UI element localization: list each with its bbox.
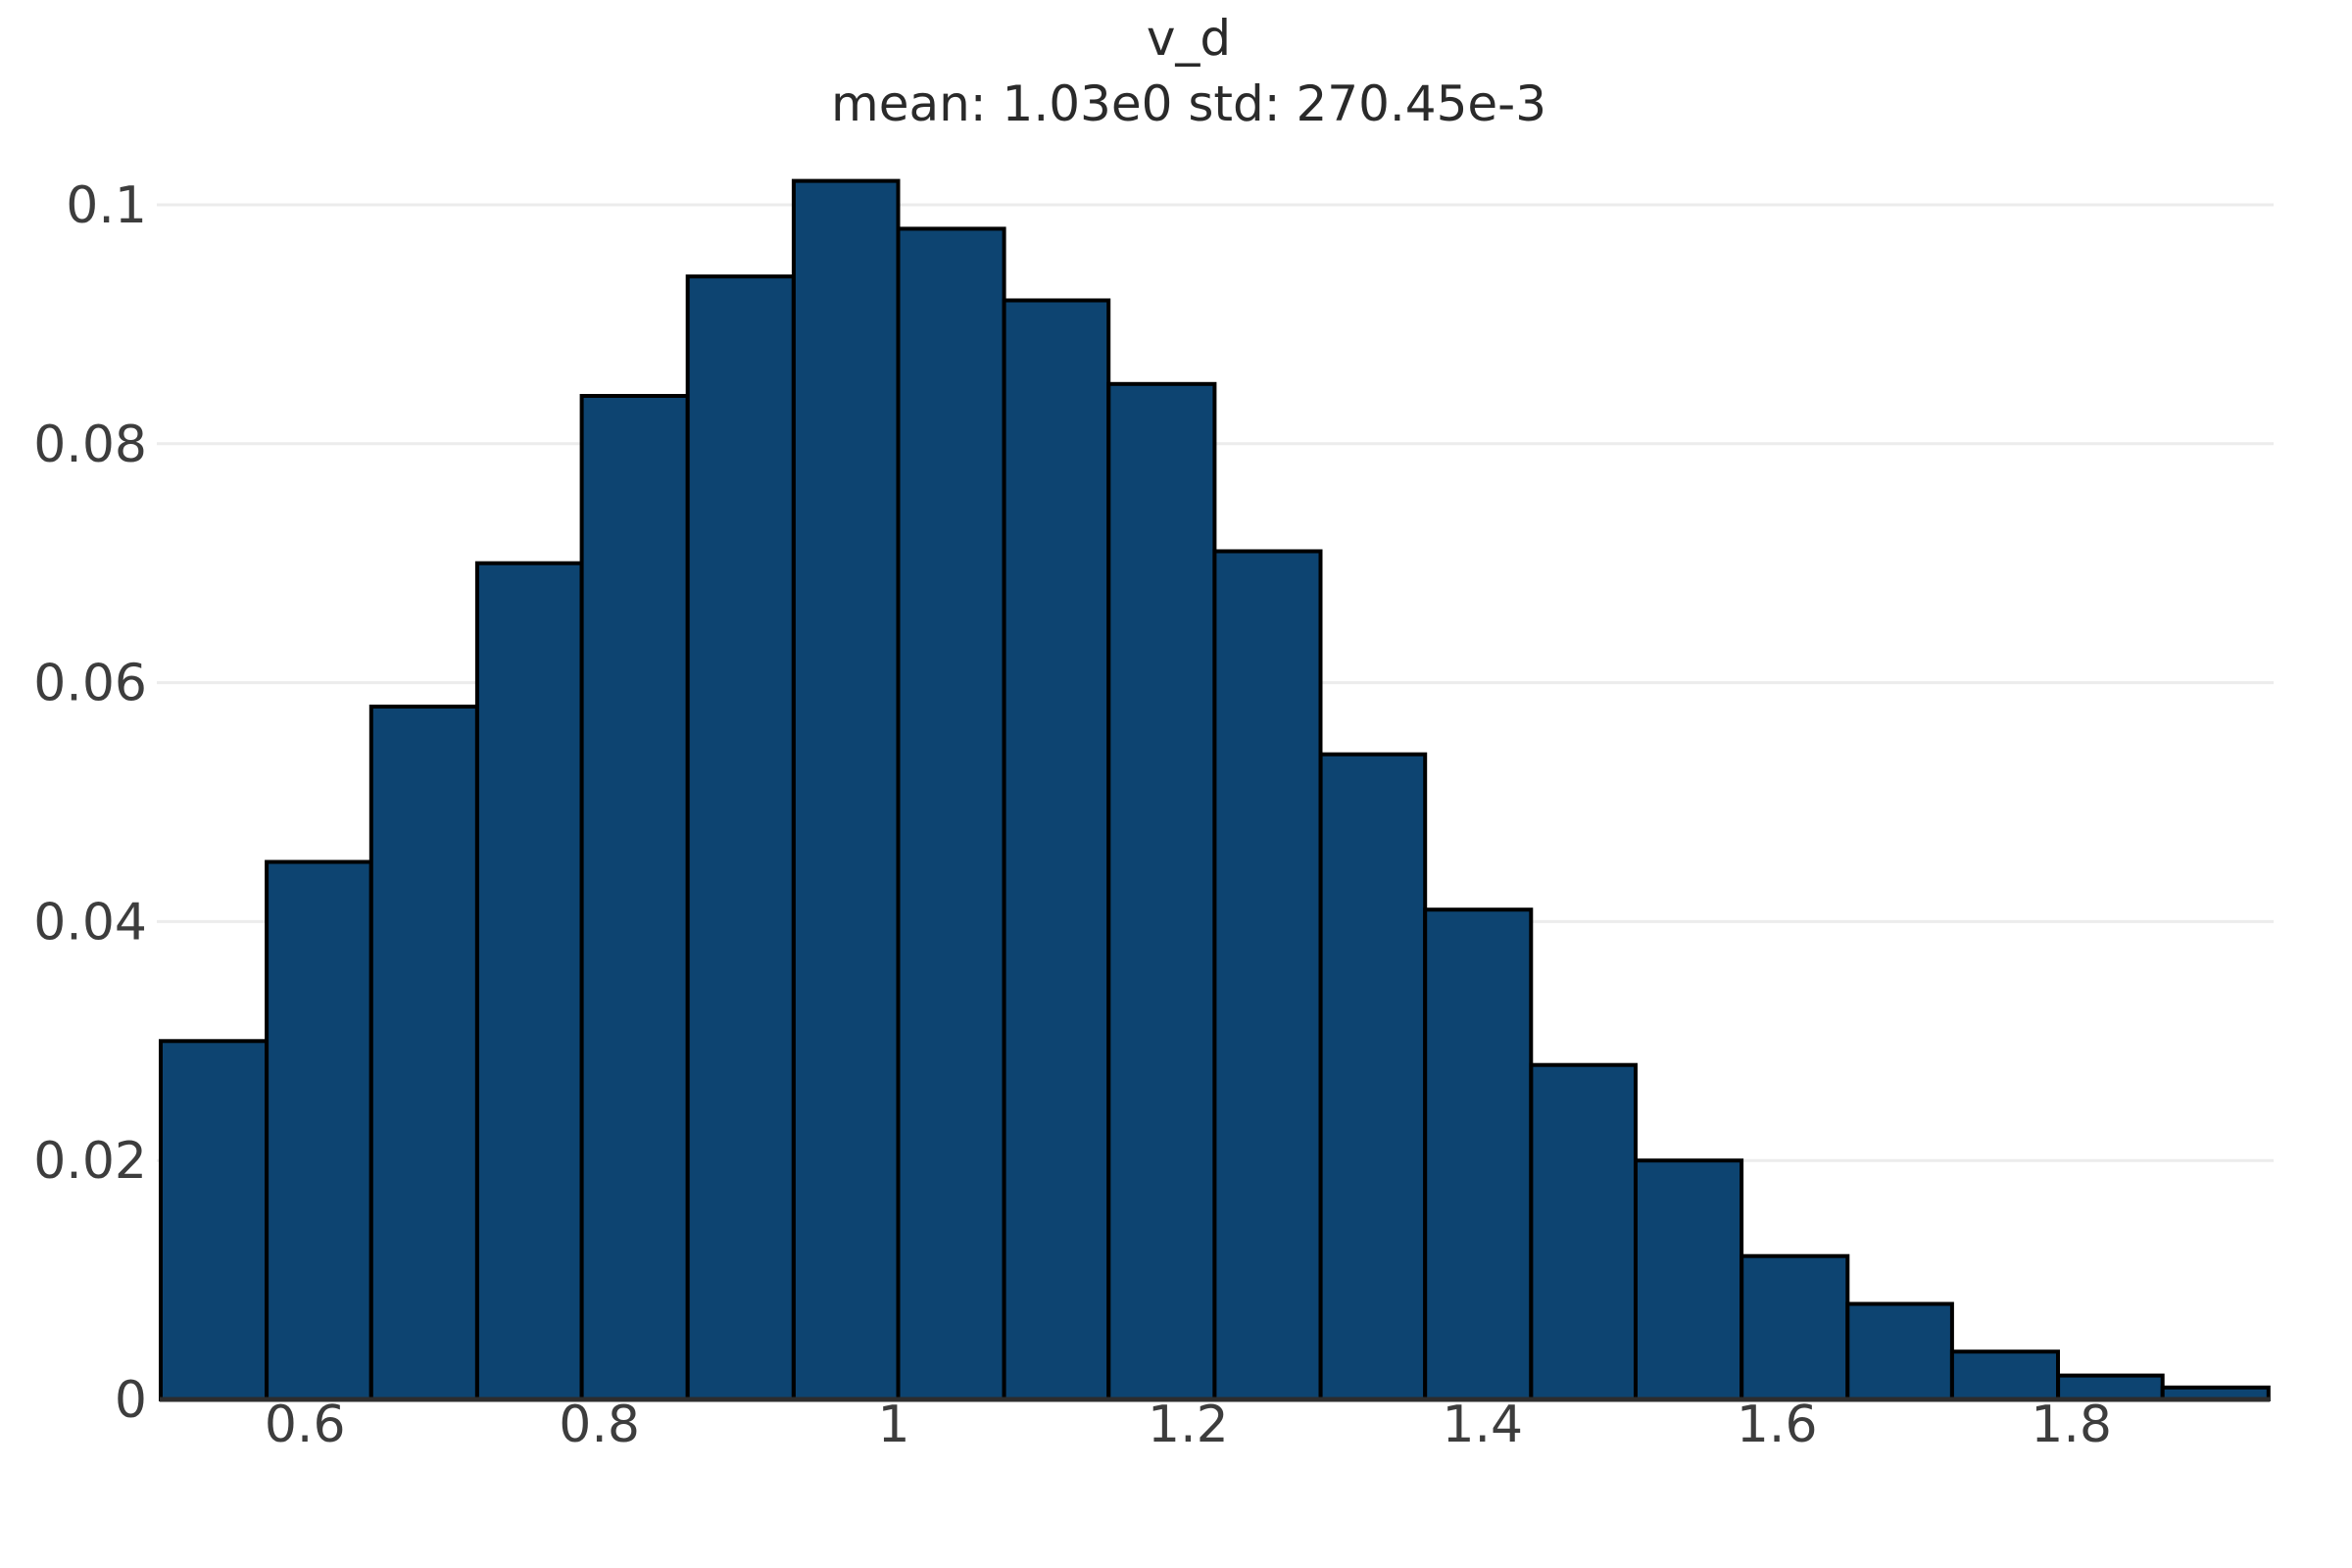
x-tick-label: 1.8 <box>2031 1396 2112 1454</box>
y-tick-label: 0.1 <box>66 176 147 235</box>
y-tick-label: 0.08 <box>33 416 147 474</box>
histogram-bar <box>1529 1062 1639 1401</box>
histogram-bars <box>159 178 2271 1402</box>
histogram-bar <box>1318 752 1428 1401</box>
histogram-bar <box>1002 298 1111 1401</box>
y-tick-label: 0 <box>115 1371 147 1430</box>
x-tick-label: 1.4 <box>1442 1396 1523 1454</box>
histogram-bar <box>368 705 479 1401</box>
histogram-bar <box>1423 907 1534 1401</box>
x-tick-label: 0.6 <box>265 1396 346 1454</box>
x-tick-label: 1.6 <box>1737 1396 1818 1454</box>
histogram-bar <box>685 274 796 1402</box>
x-tick-label: 1 <box>877 1396 909 1454</box>
x-tick-label: 1.2 <box>1148 1396 1229 1454</box>
x-tick-labels: 0.6 0.8 1 1.2 1.4 1.6 1.8 <box>265 1396 2112 1454</box>
chart-subtitle: mean: 1.03e0 std: 270.45e-3 <box>831 75 1546 132</box>
histogram-bar <box>579 394 690 1401</box>
y-tick-label: 0.06 <box>33 655 147 713</box>
y-tick-labels: 0 0.02 0.04 0.06 0.08 0.1 <box>33 176 147 1430</box>
histogram-bar <box>1949 1349 2061 1401</box>
histogram-bar <box>159 1039 270 1402</box>
histogram-bar <box>1106 381 1217 1401</box>
histogram-bar <box>1212 549 1323 1401</box>
histogram-bar <box>896 226 1006 1401</box>
histogram-bar <box>265 859 373 1401</box>
x-tick-label: 0.8 <box>559 1396 640 1454</box>
histogram-bar <box>1740 1253 1850 1401</box>
histogram-bar <box>791 178 901 1402</box>
histogram-bar <box>1634 1158 1744 1401</box>
histogram-bar <box>474 561 584 1401</box>
y-tick-label: 0.02 <box>33 1132 147 1191</box>
histogram-bar <box>1845 1301 1954 1401</box>
y-tick-label: 0.04 <box>33 893 147 952</box>
chart-title: v_d <box>1147 10 1231 67</box>
